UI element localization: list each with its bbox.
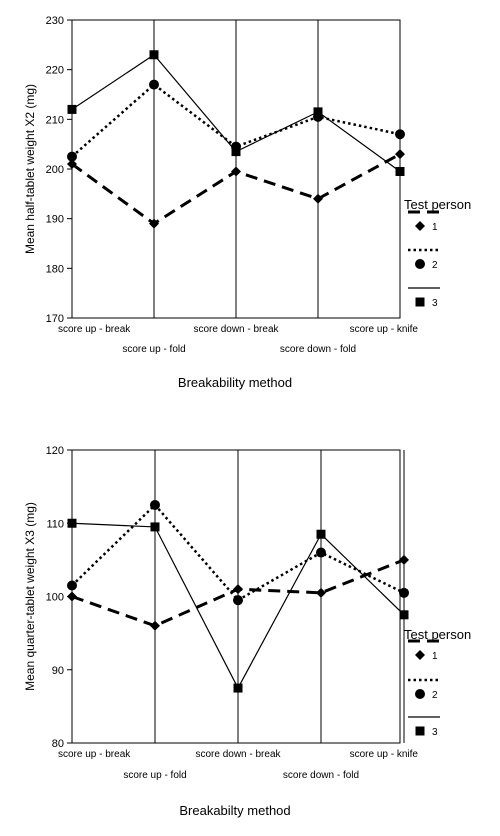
series-1-point: [67, 159, 77, 170]
series-1-point: [313, 193, 323, 204]
series-3-point: [67, 104, 77, 114]
series-line-2: [71, 503, 405, 602]
legend-label-2: 2: [432, 690, 438, 701]
legend-marker-3: [415, 726, 425, 736]
series-3-point: [316, 529, 326, 539]
legend-label-2: 2: [432, 260, 438, 271]
half-tablet-chart: 170 180 190 200 210 220 230 score up - break sco…: [23, 15, 471, 390]
x-category-label: score up - knife: [350, 324, 419, 335]
x-category-label: score down - fold: [280, 344, 356, 355]
y-tick-label: 230: [46, 15, 64, 27]
series-1-point: [233, 584, 243, 595]
legend-label-1: 1: [432, 651, 438, 662]
y-axis-title: Mean quarter-tablet weight X3 (mg): [23, 502, 37, 691]
series-line-2: [71, 83, 401, 158]
series-2-point: [233, 595, 243, 606]
x-category-label: score up - knife: [350, 749, 419, 760]
y-tick-label: 90: [52, 665, 64, 677]
series-3-point: [233, 683, 243, 693]
series-2-point: [150, 499, 160, 510]
x-category-label: score down - fold: [283, 770, 359, 781]
quarter-tablet-chart: 80 90 100 110 120 score up - break score up - …: [23, 445, 471, 818]
series-3-point: [231, 147, 241, 157]
legend-marker-1: [415, 221, 425, 231]
x-category-label: score down - break: [195, 749, 281, 760]
series-2-point: [316, 547, 326, 558]
series-2-point: [395, 129, 405, 140]
y-tick-label: 190: [46, 214, 64, 226]
legend-label-3: 3: [432, 727, 438, 738]
x-category-label: score up - fold: [122, 344, 185, 355]
series-1-point: [399, 554, 409, 565]
series-3-point: [395, 166, 405, 176]
legend-title: Test person: [404, 197, 471, 212]
series-2-point: [67, 151, 77, 162]
series-1-point: [67, 591, 77, 602]
legend-marker-2: [415, 259, 425, 269]
x-axis-title: Breakabilty method: [179, 803, 290, 818]
x-category-label: score down - break: [193, 324, 279, 335]
y-tick-label: 170: [46, 313, 64, 325]
series-3-point: [149, 50, 159, 60]
y-tick-label: 180: [46, 263, 64, 275]
series-3-point: [67, 518, 77, 528]
legend-label-3: 3: [432, 298, 438, 309]
series-3-point: [313, 107, 323, 117]
series-3-point: [150, 522, 160, 532]
legend-marker-2: [415, 689, 425, 699]
series-1-point: [149, 218, 159, 229]
legend-title: Test person: [404, 627, 471, 642]
legend-label-1: 1: [432, 222, 438, 233]
series-1-point: [231, 166, 241, 177]
x-axis-title: Breakability method: [178, 375, 292, 390]
y-tick-label: 110: [46, 518, 64, 530]
series-1-point: [150, 620, 160, 631]
y-tick-label: 120: [46, 445, 64, 457]
y-tick-label: 200: [46, 164, 64, 176]
y-axis-title: Mean half-tablet weight X2 (mg): [23, 84, 37, 254]
x-category-label: score up - break: [58, 749, 131, 760]
series-2-point: [67, 580, 77, 591]
y-tick-label: 80: [52, 738, 64, 750]
legend: Test person 1 2 3: [404, 627, 471, 738]
series-2-point: [399, 587, 409, 598]
y-tick-label: 220: [46, 65, 64, 77]
legend-marker-3: [415, 297, 425, 307]
y-tick-label: 210: [46, 114, 64, 126]
series-2-point: [149, 79, 159, 90]
series-3-point: [399, 610, 409, 620]
series-1-point: [395, 149, 405, 160]
legend-marker-1: [415, 650, 425, 660]
legend: Test person 1 2 3: [404, 197, 471, 309]
x-category-label: score up - break: [58, 324, 131, 335]
x-category-label: score up - fold: [123, 770, 186, 781]
series-1-point: [316, 587, 326, 598]
y-tick-label: 100: [46, 592, 64, 604]
